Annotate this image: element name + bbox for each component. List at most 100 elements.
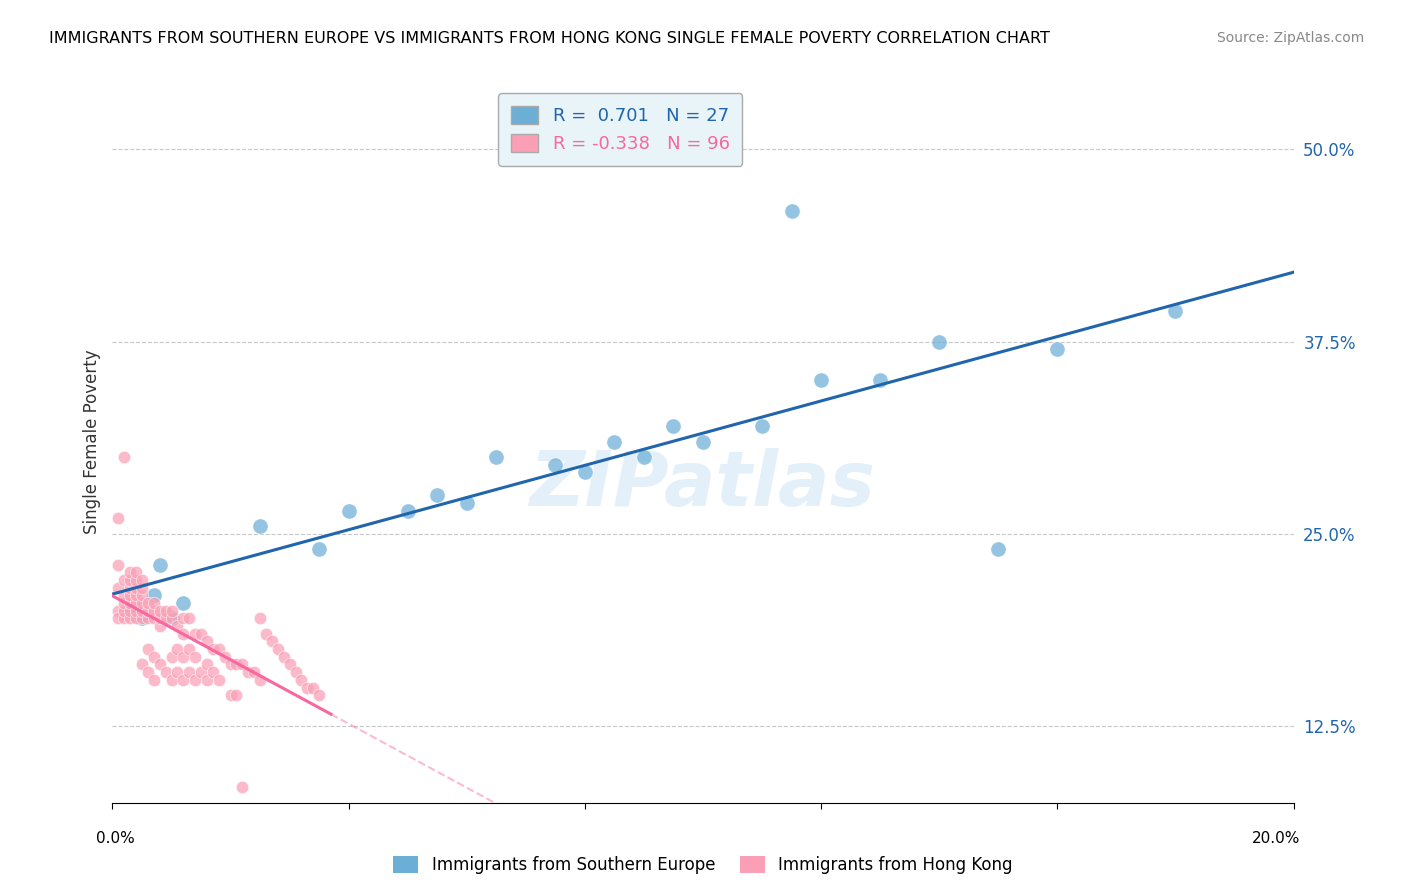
Point (751, 419, 773, 434)
Point (302, 681, 325, 695)
Point (208, 673, 231, 687)
Point (225, 657, 247, 672)
Point (928, 334, 950, 349)
Point (172, 611, 194, 625)
Point (219, 657, 242, 672)
Point (131, 588, 153, 602)
Point (166, 665, 188, 680)
Point (131, 657, 153, 672)
Point (337, 504, 360, 518)
Point (172, 596, 194, 610)
Point (155, 604, 177, 618)
Point (231, 780, 253, 795)
Point (160, 649, 183, 664)
Point (166, 642, 188, 657)
Point (692, 434, 714, 449)
Point (131, 581, 153, 595)
Point (219, 688, 242, 702)
Point (142, 611, 165, 625)
Point (231, 657, 253, 672)
Point (136, 665, 159, 680)
Text: ZIPatlas: ZIPatlas (530, 448, 876, 522)
Point (160, 673, 183, 687)
Point (160, 611, 183, 625)
Point (184, 673, 207, 687)
Point (190, 665, 212, 680)
Point (149, 558, 172, 572)
Point (485, 450, 508, 464)
Point (136, 604, 159, 618)
Legend: R =  0.701   N = 27, R = -0.338   N = 96: R = 0.701 N = 27, R = -0.338 N = 96 (498, 93, 742, 166)
Point (278, 657, 301, 672)
Point (179, 642, 201, 657)
Point (869, 373, 891, 387)
Point (120, 604, 142, 618)
Point (267, 642, 290, 657)
Point (184, 626, 207, 640)
Point (172, 673, 194, 687)
Point (136, 596, 159, 610)
Point (125, 565, 148, 579)
Point (260, 634, 283, 648)
Point (125, 588, 148, 602)
Point (160, 604, 183, 618)
Point (131, 596, 153, 610)
Text: 0.0%: 0.0% (96, 831, 135, 846)
Point (284, 665, 307, 680)
Point (179, 665, 201, 680)
Point (1164, 304, 1187, 318)
Point (290, 673, 312, 687)
Point (107, 611, 129, 625)
Point (396, 504, 419, 518)
Point (308, 542, 330, 557)
Point (142, 604, 165, 618)
Point (184, 649, 207, 664)
Point (155, 665, 177, 680)
Point (125, 581, 148, 595)
Point (125, 611, 148, 625)
Point (308, 688, 330, 702)
Point (172, 626, 194, 640)
Point (172, 649, 194, 664)
Point (120, 596, 142, 610)
Point (120, 604, 142, 618)
Y-axis label: Single Female Poverty: Single Female Poverty (83, 350, 101, 533)
Point (195, 673, 218, 687)
Point (136, 642, 159, 657)
Point (426, 488, 449, 502)
Point (107, 581, 129, 595)
Point (249, 611, 271, 625)
Point (112, 573, 135, 587)
Point (190, 626, 212, 640)
Point (149, 657, 172, 672)
Point (273, 649, 295, 664)
Point (574, 465, 596, 479)
Text: Source: ZipAtlas.com: Source: ZipAtlas.com (1216, 31, 1364, 45)
Point (107, 604, 129, 618)
Point (603, 434, 626, 449)
Point (125, 604, 148, 618)
Point (112, 604, 135, 618)
Point (112, 611, 135, 625)
Point (195, 634, 218, 648)
Point (107, 511, 129, 525)
Point (131, 604, 153, 618)
Point (780, 203, 803, 218)
Point (125, 596, 148, 610)
Point (810, 373, 832, 387)
Point (149, 619, 172, 633)
Point (243, 665, 266, 680)
Text: IMMIGRANTS FROM SOUTHERN EUROPE VS IMMIGRANTS FROM HONG KONG SINGLE FEMALE POVER: IMMIGRANTS FROM SOUTHERN EUROPE VS IMMIG… (49, 31, 1050, 46)
Point (142, 673, 165, 687)
Text: 20.0%: 20.0% (1253, 831, 1301, 846)
Point (149, 611, 172, 625)
Point (120, 565, 142, 579)
Legend: Immigrants from Southern Europe, Immigrants from Hong Kong: Immigrants from Southern Europe, Immigra… (387, 849, 1019, 880)
Point (662, 419, 685, 434)
Point (120, 581, 142, 595)
Point (249, 519, 271, 533)
Point (112, 450, 135, 464)
Point (155, 611, 177, 625)
Point (201, 642, 224, 657)
Point (195, 657, 218, 672)
